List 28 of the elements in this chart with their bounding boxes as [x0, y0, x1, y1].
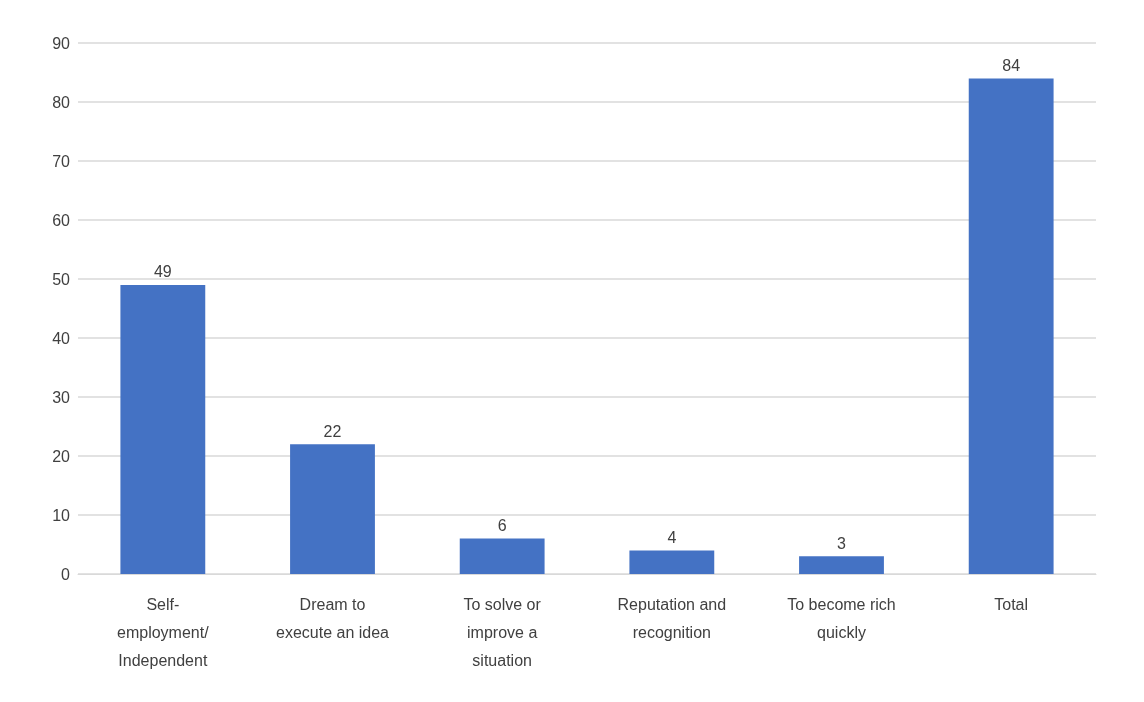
- x-tick-label: Dream to execute an idea: [276, 595, 390, 641]
- y-tick-label: 90: [52, 34, 71, 52]
- data-label: 22: [323, 422, 342, 440]
- y-tick-label: 10: [52, 506, 71, 524]
- y-tick-label: 60: [52, 211, 71, 229]
- y-tick-label: 20: [52, 447, 71, 465]
- bar: [799, 556, 884, 574]
- x-tick-label: Reputation and recognition: [617, 595, 727, 641]
- data-label: 3: [837, 534, 847, 552]
- bar: [290, 444, 375, 574]
- bar: [459, 538, 545, 574]
- bar: [968, 78, 1054, 574]
- bar: [120, 284, 206, 574]
- y-tick-label: 70: [52, 152, 71, 170]
- x-tick-label: Self-employment/ Independent: [117, 595, 210, 669]
- y-tick-label: 80: [52, 93, 71, 111]
- y-tick-label: 0: [61, 565, 71, 583]
- data-label: 84: [1002, 56, 1021, 74]
- x-tick-label: Total: [994, 595, 1029, 613]
- y-tick-label: 40: [52, 329, 71, 347]
- x-tick-label: To solve or improve a situation: [463, 595, 542, 669]
- y-tick-label: 30: [52, 388, 71, 406]
- x-tick-label: To become rich quickly: [787, 595, 896, 641]
- data-label: 4: [667, 528, 677, 546]
- data-label: 6: [497, 517, 507, 535]
- bar: [629, 550, 715, 574]
- data-label: 49: [153, 263, 172, 281]
- y-tick-label: 50: [52, 270, 71, 288]
